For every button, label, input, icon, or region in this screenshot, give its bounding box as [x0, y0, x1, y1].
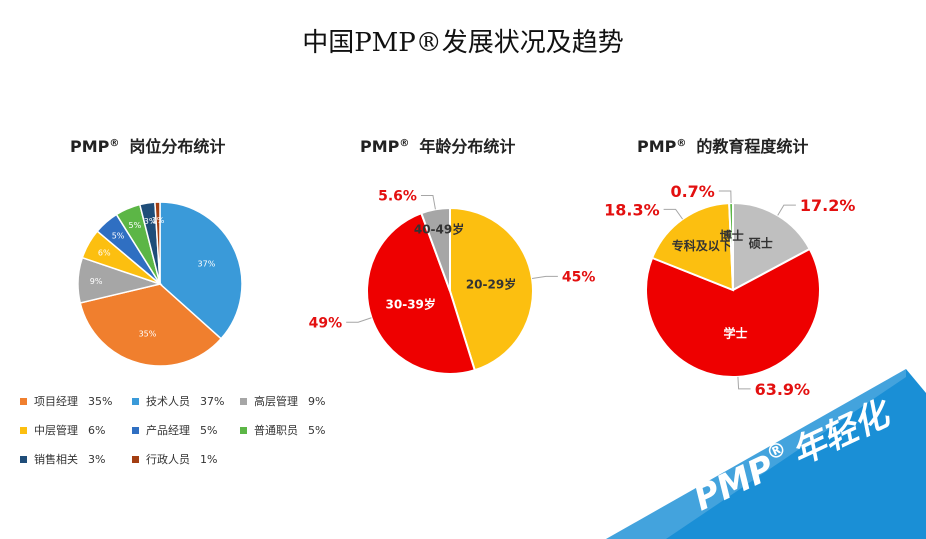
legend-item: 行政人员 1% — [132, 451, 217, 467]
position-slice-7 — [154, 201, 161, 285]
pie-position: 37%35%9%6%5%5% 3%1% — [77, 201, 243, 367]
position-label-4: 5% — [112, 232, 125, 241]
legend-item: 技术人员 37% — [132, 393, 224, 409]
position-label-5: 5% — [128, 221, 141, 230]
legend-value: 5% — [200, 423, 218, 437]
education-percent-2: 18.3% — [604, 200, 660, 219]
education-slice-1 — [645, 247, 821, 378]
legend-swatch — [132, 455, 139, 463]
age-slice-2 — [420, 206, 451, 292]
legend-label: 销售相关 — [34, 453, 78, 466]
position-slice-1 — [79, 283, 223, 367]
chart-title-education: PMP® 的教育程度统计 — [637, 137, 808, 156]
legend-label: 高层管理 — [254, 395, 298, 408]
legend-label: 产品经理 — [146, 424, 190, 437]
position-label-6: 3% — [144, 217, 157, 226]
education-leader-3 — [718, 190, 732, 204]
education-leader-0 — [777, 204, 796, 216]
age-percent-1: 49% — [309, 315, 343, 331]
legend-swatch — [20, 426, 27, 434]
age-category-0: 20-29岁 — [466, 277, 516, 292]
legend-value: 9% — [308, 394, 326, 408]
banner-shape — [606, 369, 926, 539]
page-title: 中国PMP®发展状况及趋势 — [302, 28, 624, 58]
education-category-3: 博士 — [720, 228, 744, 243]
position-label-7: 1% — [152, 216, 165, 225]
legend-value: 35% — [88, 394, 113, 408]
legend-label: 普通职员 — [254, 424, 298, 437]
education-category-0: 硕士 — [749, 236, 773, 251]
age-category-1: 30-39岁 — [386, 296, 436, 311]
legend-swatch — [240, 426, 247, 434]
education-percent-3: 0.7% — [670, 182, 714, 201]
age-percent-0: 45% — [562, 269, 596, 285]
legend-label: 中层管理 — [34, 424, 78, 437]
legend-label: 技术人员 — [146, 395, 190, 408]
legend-label: 行政人员 — [146, 453, 190, 466]
chart-title-age: PMP® 年龄分布统计 — [360, 137, 515, 156]
legend-item: 产品经理 5% — [132, 422, 217, 438]
legend-swatch — [240, 397, 247, 405]
legend-item: 普通职员 5% — [240, 422, 325, 438]
legend-item: 销售相关 3% — [20, 451, 105, 467]
education-slice-2 — [650, 202, 735, 292]
position-label-3: 6% — [98, 249, 111, 258]
pie-education: 硕士 17.2% 学士 63.9% 专科及以下 18.3% 博士 0.7% — [604, 182, 855, 399]
legend-value: 6% — [88, 423, 106, 437]
legend-value: 5% — [308, 423, 326, 437]
legend-swatch — [132, 397, 139, 405]
education-category-1: 学士 — [723, 325, 747, 340]
age-leader-2 — [420, 195, 436, 210]
legend-value: 1% — [200, 452, 218, 466]
banner-pmp-younger: PMP®年轻化 — [606, 369, 926, 539]
legend-label: 项目经理 — [34, 395, 78, 408]
education-slice-0 — [732, 201, 812, 292]
position-slice-0 — [159, 201, 243, 340]
education-category-2: 专科及以下 — [672, 238, 732, 253]
age-leader-1 — [346, 317, 372, 323]
position-label-0: 37% — [198, 259, 216, 268]
legend-value: 37% — [200, 394, 225, 408]
legend-swatch — [20, 455, 27, 463]
position-label-1: 35% — [139, 329, 157, 338]
education-leader-2 — [663, 208, 683, 220]
education-percent-1: 63.9% — [755, 380, 811, 399]
education-leader-1 — [737, 376, 751, 390]
age-slice-1 — [366, 211, 477, 375]
legend-item: 中层管理 6% — [20, 422, 105, 438]
pie-age: 20-29岁 45% 30-39岁 49% 40-49岁 5.6% — [309, 189, 596, 375]
legend-swatch — [20, 397, 27, 405]
legend-swatch — [132, 426, 139, 434]
legend-item: 项目经理 35% — [20, 393, 112, 409]
position-label-2: 9% — [90, 277, 103, 286]
age-leader-0 — [531, 275, 558, 279]
banner-highlight — [606, 369, 906, 539]
chart-title-position: PMP® 岗位分布统计 — [70, 137, 225, 156]
age-percent-2: 5.6% — [378, 189, 417, 205]
age-category-2: 40-49岁 — [414, 222, 464, 237]
legend-value: 3% — [88, 452, 106, 466]
legend-item: 高层管理 9% — [240, 393, 325, 409]
education-percent-0: 17.2% — [800, 196, 856, 215]
education-slice-3 — [728, 201, 734, 291]
